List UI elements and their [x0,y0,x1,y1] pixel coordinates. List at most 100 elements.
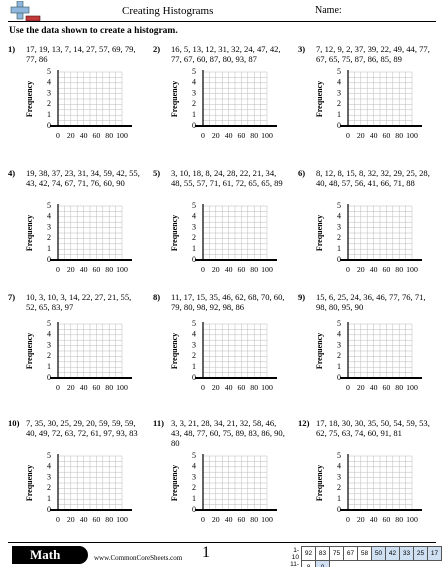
x-tick-label: 20 [212,383,220,392]
y-tick-label: 4 [192,78,196,87]
problem-data: 7, 35, 30, 25, 29, 20, 59, 59, 59, 40, 4… [26,418,138,438]
histogram-grid: Frequency 0 1 2 34 5 0 20 40 60 80 100 [315,201,422,274]
y-tick-label: 0 [47,121,51,130]
problem-data: 19, 38, 37, 23, 31, 34, 59, 42, 55, 43, … [26,168,140,188]
y-tick-label: 1 [192,362,196,371]
y-tick-label: 1 [337,362,341,371]
x-tick-label: 100 [406,131,418,140]
x-tick-label: 0 [56,265,60,274]
x-tick-label: 100 [406,515,418,524]
x-tick-label: 100 [261,131,273,140]
problem-number: 10) [8,418,20,428]
page-number: 1 [202,544,210,561]
y-tick-label: 3 [192,88,196,97]
score-cell: 83 [315,546,330,561]
instructions: Use the data shown to create a histogram… [9,26,178,36]
x-tick-label: 40 [225,265,233,274]
x-tick-label: 100 [116,383,128,392]
problem-data: 17, 19, 13, 7, 14, 27, 57, 69, 79, 77, 8… [26,44,136,64]
score-cell: 50 [371,546,386,561]
x-tick-label: 20 [212,265,220,274]
x-tick-label: 80 [250,131,258,140]
x-tick-label: 20 [212,515,220,524]
score-cell: 0 [315,560,330,567]
title: Creating Histograms [122,5,214,17]
y-tick-label: 1 [192,110,196,119]
x-tick-label: 80 [395,265,403,274]
x-tick-label: 100 [406,265,418,274]
y-tick-label: 2 [337,233,341,242]
score-cell: 42 [385,546,400,561]
y-tick-label: 4 [192,212,196,221]
score-cell: 75 [329,546,344,561]
problem-number: 4) [8,168,16,178]
score-cell: 67 [343,546,358,561]
problem-data: 15, 6, 25, 24, 36, 46, 77, 76, 71, 98, 8… [316,292,426,312]
y-tick-label: 2 [337,99,341,108]
score-range: 11-12 [290,560,299,567]
y-tick-label: 2 [47,233,51,242]
x-tick-label: 20 [67,515,75,524]
x-tick-label: 0 [346,515,350,524]
x-tick-label: 60 [93,383,101,392]
problem-number: 5) [153,168,161,178]
x-tick-label: 100 [116,515,128,524]
logo-icon [10,1,41,22]
y-tick-label: 2 [192,483,196,492]
y-tick-label: 2 [47,99,51,108]
x-tick-label: 0 [346,383,350,392]
problem-number: 7) [8,292,16,302]
score-row: 11-1280 [286,560,442,567]
y-tick-label: 5 [337,201,341,210]
problem-data: 11, 17, 15, 35, 46, 62, 68, 70, 60, 79, … [171,292,285,312]
y-tick-label: 4 [47,462,51,471]
y-tick-label: 5 [192,451,196,460]
y-axis-label: Frequency [315,215,324,251]
y-tick-label: 0 [337,373,341,382]
x-tick-label: 0 [201,131,205,140]
x-tick-label: 60 [383,515,391,524]
y-tick-label: 5 [47,67,51,76]
y-tick-label: 0 [192,255,196,264]
y-axis-label: Frequency [170,215,179,251]
y-tick-label: 3 [192,340,196,349]
url: www.CommonCoreSheets.com [94,554,183,562]
y-tick-label: 2 [337,483,341,492]
y-tick-label: 2 [192,99,196,108]
y-axis-label: Frequency [170,465,179,501]
y-axis-label: Frequency [315,333,324,369]
x-tick-label: 60 [383,131,391,140]
y-tick-label: 4 [47,78,51,87]
y-tick-label: 1 [47,244,51,253]
x-tick-label: 0 [346,131,350,140]
problem-data: 10, 3, 10, 3, 14, 22, 27, 21, 55, 52, 65… [26,292,132,312]
x-tick-label: 80 [250,383,258,392]
x-tick-label: 60 [238,131,246,140]
score-range: 1-10 [291,546,299,561]
footer-rule [8,542,436,543]
y-tick-label: 5 [192,67,196,76]
x-tick-label: 60 [93,131,101,140]
problem-data: 7, 12, 9, 2, 37, 39, 22, 49, 44, 77, 67,… [316,44,430,64]
score-cell: 17 [427,546,442,561]
y-tick-label: 5 [337,319,341,328]
y-tick-label: 0 [337,255,341,264]
y-tick-label: 5 [47,201,51,210]
y-tick-label: 1 [47,494,51,503]
score-cell: 92 [301,546,316,561]
x-tick-label: 40 [80,383,88,392]
score-cell: 25 [413,546,428,561]
x-tick-label: 0 [56,515,60,524]
problem-data: 8, 12, 8, 15, 8, 32, 32, 29, 25, 28, 40,… [316,168,430,188]
histogram-grid: Frequency 0 1 2 34 5 0 20 40 60 80 100 [170,451,277,524]
x-tick-label: 80 [105,131,113,140]
y-tick-label: 3 [192,222,196,231]
y-tick-label: 0 [337,121,341,130]
histogram-grid: Frequency 0 1 2 34 5 0 20 40 60 80 100 [170,319,277,392]
x-tick-label: 20 [357,383,365,392]
y-tick-label: 3 [47,88,51,97]
x-tick-label: 20 [357,131,365,140]
problem-data: 3, 3, 21, 28, 34, 21, 32, 58, 46, 43, 48… [171,418,285,448]
